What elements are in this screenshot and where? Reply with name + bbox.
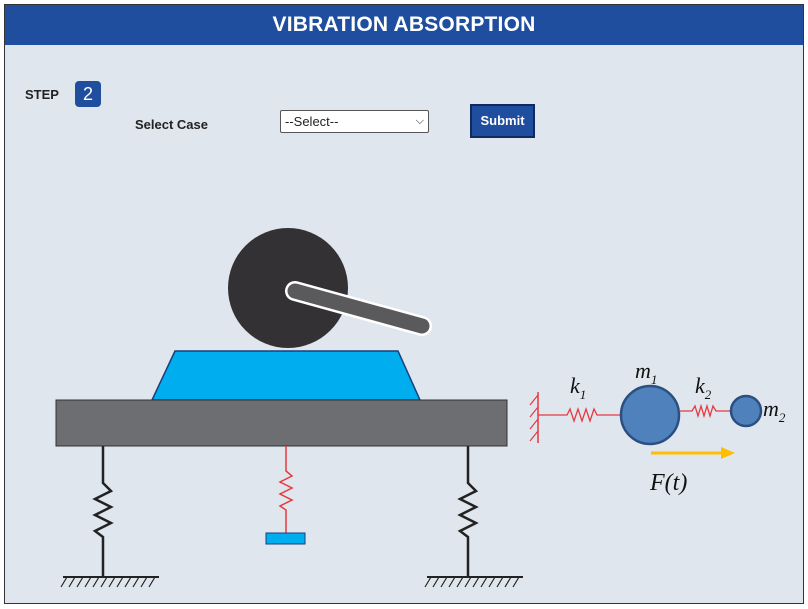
submit-button[interactable]: Submit	[470, 104, 535, 138]
page-title: VIBRATION ABSORPTION	[5, 5, 803, 45]
case-select-value: --Select--	[285, 114, 339, 129]
absorber-mass	[265, 532, 306, 545]
step-number-badge: 2	[75, 81, 101, 107]
base-slab	[55, 399, 508, 447]
right-support-spring	[457, 446, 479, 577]
right-ground-hatch	[424, 576, 520, 588]
app-frame: VIBRATION ABSORPTION STEP 2 Select Case …	[4, 4, 804, 604]
absorber-spring	[278, 446, 294, 533]
left-ground-hatch	[60, 576, 156, 588]
eccentric-arm	[287, 283, 430, 334]
label-k1: k1	[570, 373, 586, 402]
select-case-label: Select Case	[135, 117, 208, 132]
label-k2: k2	[695, 373, 712, 402]
machine-platform	[150, 350, 422, 401]
left-support-spring	[92, 446, 114, 577]
schematic-spring-k1	[538, 406, 621, 424]
vibration-diagram: k1 m1 k2 m2 F(t)	[55, 228, 786, 588]
force-arrow-head	[721, 447, 735, 459]
schematic-spring-k2	[679, 403, 731, 419]
label-m2: m2	[763, 396, 786, 425]
label-m1: m1	[635, 358, 657, 387]
label-force: F(t)	[649, 470, 687, 496]
case-select-dropdown[interactable]: --Select-- ⌵	[280, 110, 429, 133]
schematic-wall-hatch	[529, 394, 539, 442]
step-label: STEP	[25, 87, 59, 102]
chevron-down-icon: ⌵	[415, 115, 424, 127]
schematic-mass-m2	[729, 394, 763, 428]
schematic-mass-m1	[619, 384, 681, 446]
